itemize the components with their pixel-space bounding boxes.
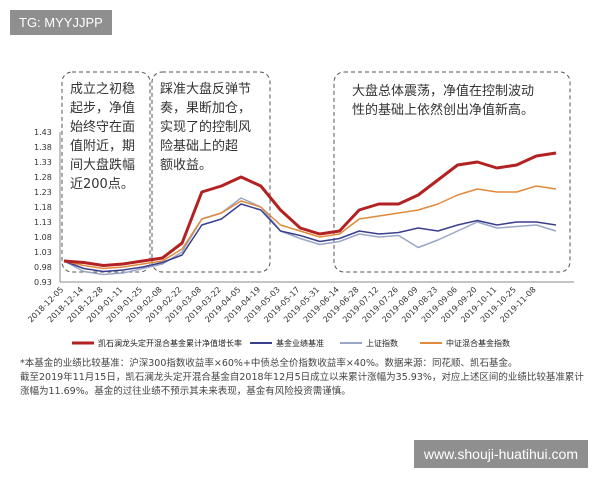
annotation-3-line: 大盘总体震荡，净值在控制波动 bbox=[352, 84, 535, 99]
legend: 凯石澜龙头定开混合基金累计净值增长率 基金业绩基准 上证指数 中证混合基金指数 bbox=[72, 338, 510, 348]
x-tick-labels: 2018-12-052018-12-142018-12-282019-01-11… bbox=[26, 285, 538, 324]
annotation-text-3: 大盘总体震荡，净值在控制波动 性的基础上依然创出净值新高。 bbox=[352, 82, 534, 120]
series-line-1 bbox=[63, 203, 557, 273]
annotation-1-line: 值附近，期 bbox=[70, 139, 136, 154]
legend-label: 基金业绩基准 bbox=[276, 338, 324, 348]
annotation-3-line: 性的基础上依然创出净值新高。 bbox=[352, 103, 535, 118]
annotation-1-line: 始终守在面 bbox=[70, 120, 136, 135]
y-tick-label: 1.33 bbox=[34, 158, 52, 167]
series-line-2 bbox=[63, 197, 557, 276]
legend-label: 上证指数 bbox=[366, 338, 398, 348]
footnote: *本基金的业绩比较基准：沪深300指数收益率×60%+中债总全价指数收益率×40… bbox=[20, 357, 588, 399]
annotation-text-2: 踩准大盘反弹节 奏，果断加仓， 实现了的控制风 险基础上的超 额收益。 bbox=[160, 80, 251, 175]
y-tick-labels: 1.43 1.38 1.33 1.28 1.23 1.18 1.13 1.08 1.03 0.98… bbox=[34, 128, 52, 287]
y-tick-label: 1.28 bbox=[34, 173, 52, 182]
y-tick-label: 0.93 bbox=[34, 278, 52, 287]
y-tick-label: 1.23 bbox=[34, 188, 52, 197]
series-line-3 bbox=[63, 185, 557, 270]
footnote-line-2: 截至2019年11月15日，凯石澜龙头定开混合基金自2018年12月5日成立以来… bbox=[20, 372, 584, 397]
annotation-2-line: 额收益。 bbox=[160, 158, 213, 173]
annotation-2-line: 踩准大盘反弹节 bbox=[160, 82, 252, 97]
series-lines bbox=[63, 151, 557, 276]
y-tick-label: 1.38 bbox=[34, 143, 52, 152]
annotation-text-1: 成立之初稳 起步，净值 始终守在面 值附近，期 间大盘跌幅 近200点。 bbox=[70, 80, 135, 194]
series-line-0 bbox=[63, 151, 557, 267]
annotation-1-line: 近200点。 bbox=[70, 177, 134, 192]
annotation-1-line: 成立之初稳 bbox=[70, 82, 136, 97]
annotation-2-line: 险基础上的超 bbox=[160, 139, 239, 154]
annotation-2-line: 实现了的控制风 bbox=[160, 120, 252, 135]
annotation-2-line: 奏，果断加仓， bbox=[160, 101, 252, 116]
footnote-line-1: *本基金的业绩比较基准：沪深300指数收益率×60%+中债总全价指数收益率×40… bbox=[20, 358, 518, 369]
legend-label: 中证混合基金指数 bbox=[446, 338, 510, 348]
y-tick-label: 1.03 bbox=[34, 248, 52, 257]
annotation-1-line: 间大盘跌幅 bbox=[70, 158, 136, 173]
legend-label: 凯石澜龙头定开混合基金累计净值增长率 bbox=[98, 338, 242, 348]
y-tick-label: 1.43 bbox=[34, 128, 52, 137]
annotation-1-line: 起步，净值 bbox=[70, 101, 136, 116]
source-tag: TG: MYYJJPP bbox=[10, 10, 112, 35]
y-tick-label: 1.18 bbox=[34, 203, 52, 212]
watermark: www.shouji-huatihui.com bbox=[413, 440, 588, 468]
y-tick-label: 1.13 bbox=[34, 218, 52, 227]
y-tick-label: 0.98 bbox=[34, 263, 52, 272]
annotation-box-3 bbox=[333, 71, 571, 273]
annotation-box-2 bbox=[151, 71, 271, 273]
y-tick-label: 1.08 bbox=[34, 233, 52, 242]
